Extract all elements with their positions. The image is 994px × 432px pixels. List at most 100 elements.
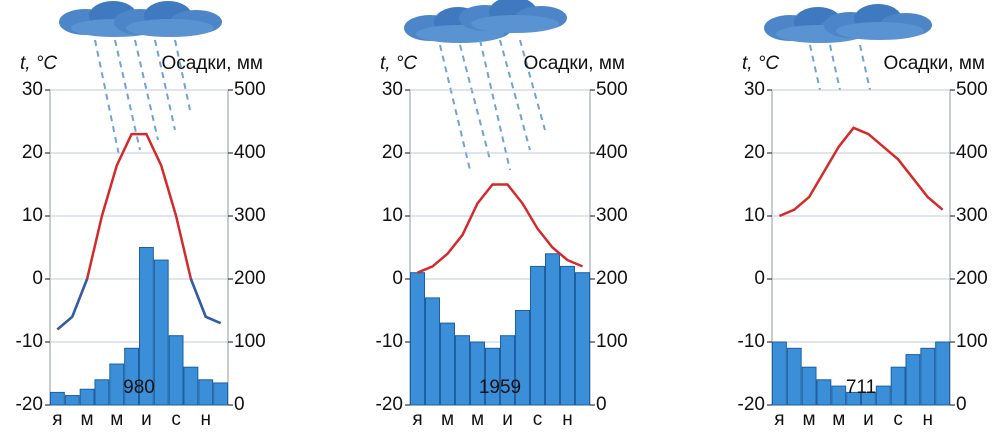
x-tick-label: я	[52, 409, 62, 430]
y2-axis-label: Осадки, мм	[161, 53, 263, 74]
y2-tick-label: 200	[234, 268, 266, 289]
y-tick-label: 0	[32, 268, 43, 289]
precipitation-bar	[198, 379, 214, 406]
precipitation-bar	[440, 322, 455, 406]
x-tick-label: я	[412, 409, 422, 430]
y-tick-label: 0	[754, 268, 765, 289]
y-tick-label: -20	[738, 394, 765, 415]
precipitation-bar	[79, 388, 95, 406]
precipitation-bar	[168, 335, 184, 406]
precipitation-bar	[575, 272, 590, 406]
precipitation-bar	[183, 366, 199, 406]
y2-tick-label: 0	[234, 394, 245, 415]
plot-frame	[49, 89, 229, 406]
temperature-line	[778, 126, 944, 218]
y2-tick-label: 100	[596, 331, 628, 352]
precipitation-bar	[935, 341, 951, 406]
precipitation-bar	[831, 385, 847, 406]
x-tick-label: я	[774, 409, 784, 430]
y2-tick-label: 300	[234, 205, 266, 226]
y-tick-label: 20	[382, 142, 403, 163]
x-tick-label: н	[201, 409, 212, 430]
y2-tick-label: 200	[956, 268, 988, 289]
temperature-line-negative	[56, 279, 222, 331]
x-tick-label: и	[141, 409, 152, 430]
precipitation-bar	[515, 310, 530, 406]
x-tick-label: м	[81, 409, 94, 430]
y-tick-label: 10	[22, 205, 43, 226]
y-tick-label: -10	[376, 331, 403, 352]
precipitation-bar	[545, 253, 560, 406]
y-tick-label: -20	[16, 394, 43, 415]
y-axis-label: t, °C	[20, 53, 57, 74]
precipitation-bar	[920, 347, 936, 406]
x-tick-label: с	[893, 409, 903, 430]
precipitation-bar	[875, 385, 891, 406]
precipitation-bar	[772, 341, 787, 406]
y-tick-label: -10	[16, 331, 43, 352]
y2-tick-label: 0	[956, 394, 967, 415]
annotation: 711	[846, 377, 876, 398]
y2-axis-label: Осадки, мм	[883, 53, 985, 74]
precipitation-bar	[905, 354, 921, 406]
y2-tick-label: 400	[234, 142, 266, 163]
precipitation-bar	[485, 347, 500, 406]
precipitation-bar	[890, 366, 906, 406]
x-tick-label: м	[471, 409, 484, 430]
y2-tick-label: 500	[234, 79, 266, 100]
y-tick-label: 20	[22, 142, 43, 163]
x-tick-label: и	[502, 409, 513, 430]
precipitation-bar	[109, 363, 125, 406]
precipitation-bar	[560, 265, 575, 406]
y2-tick-label: 100	[956, 331, 988, 352]
y-tick-label: 20	[744, 142, 765, 163]
precipitation-bar	[846, 391, 862, 406]
y-axis-label: t, °C	[380, 53, 417, 74]
precipitation-bar	[64, 395, 80, 406]
precipitation-bar	[50, 391, 65, 406]
annotation: 1959	[479, 377, 521, 398]
y-tick-label: 0	[392, 268, 403, 289]
precipitation-bar	[153, 259, 169, 406]
precipitation-bar	[213, 382, 229, 406]
x-tick-label: м	[803, 409, 816, 430]
precipitation-bar	[786, 347, 802, 406]
x-tick-label: м	[110, 409, 123, 430]
y-tick-label: -10	[738, 331, 765, 352]
x-tick-label: и	[863, 409, 874, 430]
precipitation-bar	[124, 347, 139, 406]
y2-tick-label: 0	[596, 394, 607, 415]
x-tick-label: с	[171, 409, 181, 430]
y-tick-label: -20	[376, 394, 403, 415]
y2-tick-label: 300	[956, 205, 988, 226]
precipitation-bar	[530, 265, 545, 406]
annotation: 980	[123, 377, 155, 398]
precipitation-bar	[816, 379, 832, 406]
y2-tick-label: 400	[956, 142, 988, 163]
precipitation-bar	[410, 272, 425, 406]
precipitation-bar	[94, 379, 110, 406]
precipitation-bar	[470, 341, 485, 406]
y-tick-label: 30	[382, 79, 403, 100]
y-axis-label: t, °C	[742, 53, 779, 74]
y-tick-label: 30	[744, 79, 765, 100]
x-tick-label: м	[832, 409, 845, 430]
precipitation-bar	[500, 335, 515, 406]
y2-tick-label: 500	[956, 79, 988, 100]
y2-tick-label: 300	[596, 205, 628, 226]
y2-tick-label: 200	[596, 268, 628, 289]
y2-axis-label: Осадки, мм	[523, 53, 625, 74]
temperature-line	[417, 183, 583, 274]
precipitation-bar	[861, 391, 876, 406]
y2-tick-label: 500	[596, 79, 628, 100]
precipitation-bar	[425, 297, 440, 406]
clouds	[59, 0, 932, 171]
x-tick-label: с	[533, 409, 543, 430]
y-tick-label: 10	[744, 205, 765, 226]
x-tick-label: н	[923, 409, 934, 430]
precipitation-bar	[801, 366, 817, 406]
y2-tick-label: 100	[234, 331, 266, 352]
